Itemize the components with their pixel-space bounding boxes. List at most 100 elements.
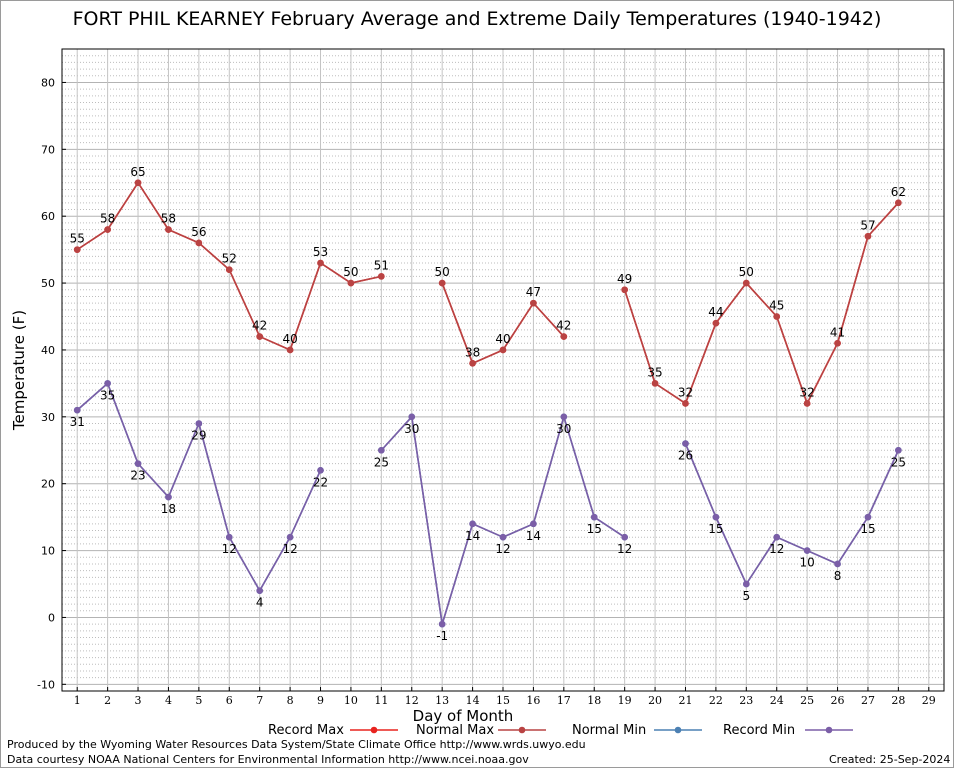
x-tick-label: 27 xyxy=(861,694,875,707)
normal-max-point xyxy=(682,400,689,407)
x-tick-label: 29 xyxy=(922,694,936,707)
max-data-label: 65 xyxy=(130,165,145,179)
normal-max-point xyxy=(317,259,324,267)
y-axis-label: Temperature (F) xyxy=(10,310,28,431)
min-data-label: 25 xyxy=(374,455,389,469)
max-data-label: 45 xyxy=(769,299,784,313)
x-tick-label: 15 xyxy=(496,694,510,707)
record-min-point xyxy=(286,533,294,541)
record-min-point xyxy=(590,513,598,521)
max-data-label: 53 xyxy=(313,245,328,259)
max-data-label: 47 xyxy=(526,285,541,299)
max-data-label: 41 xyxy=(830,325,845,339)
record-min-point xyxy=(195,420,203,427)
min-data-label: 30 xyxy=(404,422,419,436)
record-min-point xyxy=(621,533,628,541)
legend-swatch-marker-normal-min xyxy=(674,726,682,734)
normal-max-point xyxy=(499,346,507,354)
y-tick-label: 50 xyxy=(41,277,55,290)
min-data-label: 12 xyxy=(769,542,784,556)
record-min-point xyxy=(743,580,750,588)
max-data-label: 56 xyxy=(191,225,206,239)
record-min-point xyxy=(256,587,263,594)
x-tick-label: 25 xyxy=(800,694,814,707)
record-min-point xyxy=(803,547,811,554)
x-tick-label: 5 xyxy=(195,694,202,707)
min-data-label: 15 xyxy=(860,522,875,536)
x-tick-label: 7 xyxy=(256,694,263,707)
min-data-label: 29 xyxy=(191,429,206,443)
normal-max-point xyxy=(104,226,111,233)
x-tick-label: 22 xyxy=(709,694,723,707)
record-min-point xyxy=(682,440,689,447)
x-tick-label: 3 xyxy=(135,694,142,707)
record-min-point xyxy=(499,533,507,541)
min-data-label: 12 xyxy=(495,542,510,556)
min-data-label: 31 xyxy=(70,415,85,429)
x-tick-label: 10 xyxy=(344,694,358,707)
min-data-label: 15 xyxy=(587,522,602,536)
x-tick-label: 23 xyxy=(739,694,753,707)
normal-max-point xyxy=(165,226,172,233)
y-tick-label: 30 xyxy=(41,411,55,424)
record-min-point xyxy=(225,533,233,541)
y-tick-label: 40 xyxy=(41,344,55,357)
legend-label-record-max: Record Max xyxy=(268,723,344,738)
normal-max-point xyxy=(803,400,811,407)
max-data-label: 58 xyxy=(161,212,176,226)
normal-max-point xyxy=(73,246,81,253)
max-data-label: 50 xyxy=(739,265,754,279)
x-tick-label: 16 xyxy=(526,694,540,707)
x-tick-label: 9 xyxy=(317,694,324,707)
min-data-label: 26 xyxy=(678,449,693,463)
x-tick-label: 8 xyxy=(287,694,294,707)
x-tick-label: 12 xyxy=(405,694,419,707)
normal-max-point xyxy=(225,266,233,273)
normal-max-point xyxy=(195,239,203,247)
normal-max-point xyxy=(560,333,568,340)
min-data-label: 23 xyxy=(130,469,145,483)
x-tick-label: 26 xyxy=(831,694,845,707)
record-min-point xyxy=(530,520,537,528)
normal-max-point xyxy=(378,273,385,280)
record-min-point xyxy=(834,560,841,568)
legend-swatch-marker-normal-max xyxy=(518,726,526,734)
record-min-point xyxy=(864,513,872,521)
min-data-label: 12 xyxy=(222,542,237,556)
x-axis-label: Day of Month xyxy=(413,707,514,725)
legend-label-normal-max: Normal Max xyxy=(416,723,494,738)
record-min-point xyxy=(560,413,568,421)
max-data-label: 55 xyxy=(70,232,85,246)
chart-title: FORT PHIL KEARNEY February Average and E… xyxy=(72,8,882,30)
min-data-label: 12 xyxy=(617,542,632,556)
min-data-label: 22 xyxy=(313,475,328,489)
normal-max-point xyxy=(256,333,263,340)
record-min-point xyxy=(438,620,446,628)
record-min-point xyxy=(165,493,172,501)
y-tick-label: 70 xyxy=(41,143,55,156)
x-tick-label: 28 xyxy=(891,694,905,707)
legend-swatch-marker-record-max xyxy=(370,726,378,734)
x-tick-label: 11 xyxy=(374,694,388,707)
min-data-label: 5 xyxy=(742,589,750,603)
max-data-label: 42 xyxy=(556,319,571,333)
max-data-label: 40 xyxy=(282,332,297,346)
normal-max-point xyxy=(773,313,781,320)
max-data-label: 51 xyxy=(374,258,389,272)
normal-max-point xyxy=(651,380,659,387)
record-min-point xyxy=(469,520,476,528)
y-tick-label: -10 xyxy=(37,678,55,691)
min-data-label: 15 xyxy=(708,522,723,536)
record-min-point xyxy=(378,446,385,454)
record-min-point xyxy=(712,513,720,521)
footer-created-date: Created: 25-Sep-2024 xyxy=(829,753,951,766)
min-data-label: -1 xyxy=(436,629,448,643)
max-data-label: 52 xyxy=(222,252,237,266)
min-data-label: 4 xyxy=(256,596,264,610)
min-data-label: 30 xyxy=(556,422,571,436)
x-tick-label: 13 xyxy=(435,694,449,707)
max-data-label: 32 xyxy=(678,385,693,399)
x-tick-label: 17 xyxy=(557,694,571,707)
normal-max-line xyxy=(623,202,899,406)
